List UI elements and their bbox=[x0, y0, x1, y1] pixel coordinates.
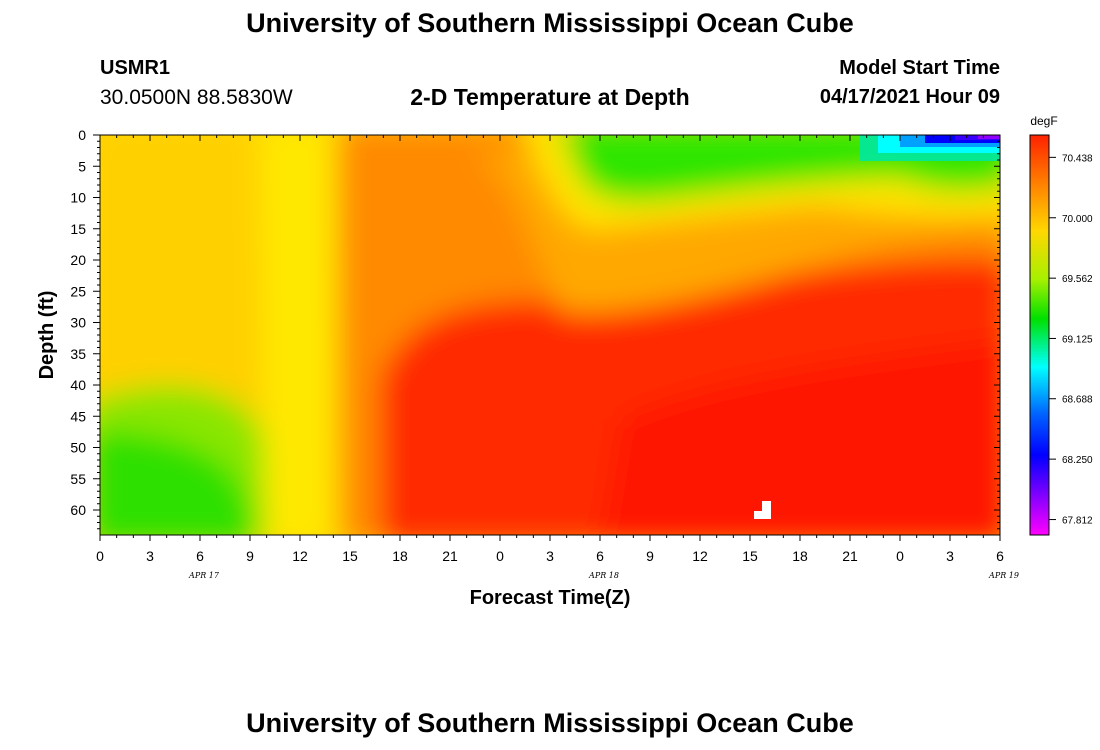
x-tick-label: 18 bbox=[392, 548, 408, 564]
x-tick-label: 6 bbox=[996, 548, 1004, 564]
x-tick-label: 21 bbox=[842, 548, 858, 564]
colorbar-gradient bbox=[1029, 134, 1050, 536]
plot-title: 2-D Temperature at Depth bbox=[410, 84, 690, 110]
y-tick-label: 35 bbox=[70, 346, 86, 362]
x-axis-title: Forecast Time(Z) bbox=[470, 587, 631, 609]
heatmap-field bbox=[100, 135, 1000, 535]
y-tick-label: 30 bbox=[70, 315, 86, 331]
y-tick-label: 40 bbox=[70, 377, 86, 393]
y-tick-label: 20 bbox=[70, 252, 86, 268]
x-date-label: APR 18 bbox=[588, 571, 619, 580]
x-tick-label: 15 bbox=[742, 548, 758, 564]
model-start-value: 04/17/2021 Hour 09 bbox=[819, 86, 1000, 108]
colorbar-tick-label: 70.438 bbox=[1062, 153, 1093, 164]
x-tick-label: 3 bbox=[946, 548, 954, 564]
colorbar-ticks: 70.438 70.000 69.562 69.125 68.688 68.250 67.8… bbox=[1049, 153, 1093, 527]
heatmap-blended-layer bbox=[100, 135, 1000, 535]
x-tick-label: 0 bbox=[96, 548, 104, 564]
heatmap-green-core bbox=[100, 430, 255, 535]
station-id: USMR1 bbox=[100, 57, 171, 79]
y-tick-label: 50 bbox=[70, 440, 86, 456]
x-tick-label: 0 bbox=[496, 548, 504, 564]
x-tick-label: 12 bbox=[292, 548, 308, 564]
model-start-label: Model Start Time bbox=[839, 57, 1000, 79]
x-tick-label: 6 bbox=[196, 548, 204, 564]
y-tick-label: 60 bbox=[70, 502, 86, 518]
x-tick-label: 21 bbox=[442, 548, 458, 564]
x-tick-label: 15 bbox=[342, 548, 358, 564]
x-axis: 0 3 6 9 12 15 18 21 0 3 6 9 12 15 18 21 0 3 6 APR 17 APR 18 A… bbox=[96, 135, 1019, 580]
x-tick-label: 0 bbox=[896, 548, 904, 564]
y-tick-label: 55 bbox=[70, 471, 86, 487]
colorbar: degF 70.438 70.000 69.562 69.125 68.688 68.25… bbox=[1029, 114, 1093, 536]
heatmap-red-core bbox=[601, 341, 1000, 535]
y-tick-label: 0 bbox=[78, 127, 86, 143]
y-tick-label: 15 bbox=[70, 221, 86, 237]
heatmap-cold-corner bbox=[860, 135, 1000, 161]
page-title: University of Southern Mississippi Ocean… bbox=[246, 8, 854, 38]
y-axis: 0 5 10 15 20 25 30 35 40 45 50 55 60 bbox=[70, 127, 1000, 530]
colorbar-tick-label: 68.688 bbox=[1062, 395, 1093, 406]
colorbar-tick-label: 67.812 bbox=[1062, 516, 1093, 527]
x-tick-label: 18 bbox=[792, 548, 808, 564]
x-date-label: APR 17 bbox=[188, 571, 220, 580]
y-tick-label: 10 bbox=[70, 190, 86, 206]
colorbar-tick-label: 68.250 bbox=[1062, 455, 1093, 466]
y-tick-label: 45 bbox=[70, 408, 86, 424]
x-tick-label: 12 bbox=[692, 548, 708, 564]
x-date-label: APR 19 bbox=[988, 571, 1019, 580]
colorbar-unit: degF bbox=[1030, 114, 1057, 128]
colorbar-tick-label: 69.562 bbox=[1062, 274, 1093, 285]
station-coordinates: 30.0500N 88.5830W bbox=[100, 86, 293, 109]
x-tick-label: 6 bbox=[596, 548, 604, 564]
colorbar-tick-label: 69.125 bbox=[1062, 334, 1093, 345]
y-tick-label: 25 bbox=[70, 283, 86, 299]
x-tick-label: 3 bbox=[146, 548, 154, 564]
x-tick-label: 3 bbox=[546, 548, 554, 564]
x-tick-label: 9 bbox=[246, 548, 254, 564]
y-axis-title: Depth (ft) bbox=[36, 291, 58, 380]
footer-title: University of Southern Mississippi Ocean… bbox=[246, 708, 854, 738]
x-tick-label: 9 bbox=[646, 548, 654, 564]
missing-data-marker bbox=[754, 501, 771, 519]
y-tick-label: 5 bbox=[78, 158, 86, 174]
heatmap-yellow-band bbox=[260, 135, 335, 535]
colorbar-tick-label: 70.000 bbox=[1062, 214, 1093, 225]
